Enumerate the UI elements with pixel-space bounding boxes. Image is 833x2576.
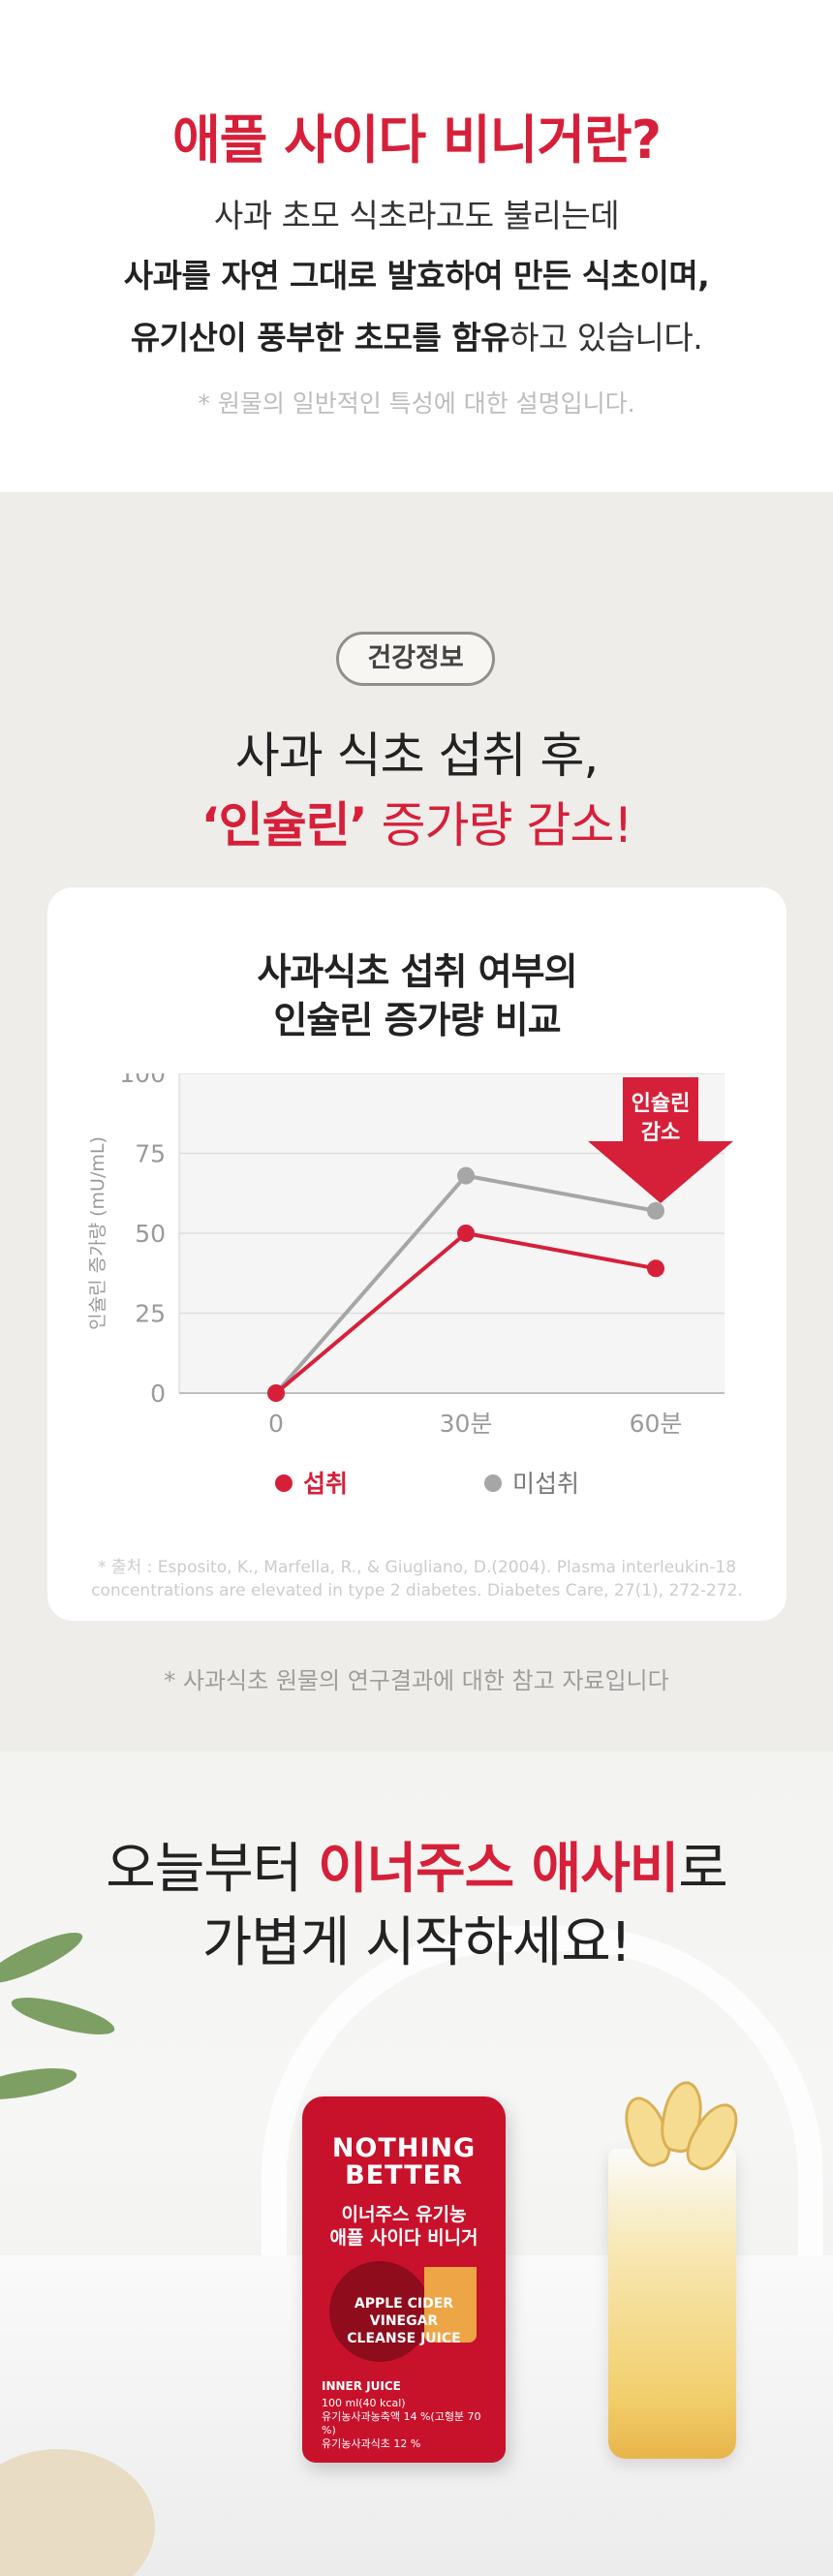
product-name: 이너주스 유기농 애플 사이다 비니거 <box>302 2203 506 2250</box>
source-citation: * 출처 : Esposito, K., Marfella, R., & Giu… <box>47 1556 787 1602</box>
legend-marker <box>275 1474 293 1492</box>
health-headline-1: 사과 식초 섭취 후, <box>234 728 600 784</box>
intro-line-3-a: 유기산이 풍부한 <box>130 319 355 357</box>
intro-line-3: 유기산이 풍부한 초모를 함유하고 있습니다. <box>0 312 833 358</box>
product-name-2: 애플 사이다 비니거 <box>329 2227 478 2249</box>
product-pouch: NOTHING BETTER 이너주스 유기농 애플 사이다 비니거 APPLE C… <box>302 2096 506 2463</box>
intro-note: * 원물의 일반적인 특성에 대한 설명입니다. <box>198 389 635 418</box>
y-tick-label: 100 <box>119 1073 166 1088</box>
data-point-미섭취 <box>457 1166 475 1185</box>
data-point-섭취 <box>647 1259 664 1278</box>
source-line-1: * 출처 : Esposito, K., Marfella, R., & Giu… <box>97 1558 737 1577</box>
product-info: 100 ml(40 kcal) 유기농사과농축액 14 %(고형분 70 %) … <box>322 2397 486 2451</box>
health-badge: 건강정보 <box>336 632 495 686</box>
y-axis-label: 인슐린 증가량 (mU/mL) <box>87 1136 108 1330</box>
promo-product-name: 이너주스 애사비 <box>318 1838 679 1901</box>
down-arrow-icon <box>588 1077 733 1203</box>
insulin-decrease-callout: 인슐린 감소 <box>588 1077 733 1203</box>
apple-illustration <box>329 2261 430 2362</box>
source-line-2: concentrations are elevated in type 2 di… <box>91 1581 743 1600</box>
callout-line-1: 인슐린 <box>632 1092 691 1116</box>
promo-line-2: 가볍게 시작하세요! <box>201 1911 632 1974</box>
chart-title-1: 사과식초 섭취 여부의 <box>257 950 577 993</box>
plant-leaf <box>0 2062 79 2106</box>
promo-line-1-b: 로 <box>678 1838 728 1901</box>
product-info-2: 유기농사과식초 12 % <box>322 2437 421 2450</box>
promo-line-1: 오늘부터 이너주스 애사비로 <box>0 1825 833 1904</box>
product-english-name: APPLE CIDER VINEGAR CLEANSE JUICE <box>322 2295 486 2347</box>
intro-title: 애플 사이다 비니거란? <box>171 109 662 171</box>
data-point-섭취 <box>457 1225 475 1242</box>
research-footnote: * 사과식초 원물의 연구결과에 대한 참고 자료입니다 <box>164 1667 669 1694</box>
headline-insulin: ‘인슐린’ <box>201 797 368 853</box>
plant-leaf <box>8 1990 118 2042</box>
data-point-미섭취 <box>647 1201 664 1220</box>
intro-line-1: 사과 초모 식초라고도 불리는데 <box>213 197 620 234</box>
x-tick-label: 60분 <box>630 1410 683 1438</box>
chart-title-2: 인슐린 증가량 비교 <box>273 999 561 1041</box>
product-name-1: 이너주스 유기농 <box>341 2204 467 2225</box>
product-info-1: 유기농사과농축액 14 %(고형분 70 %) <box>322 2410 481 2436</box>
juice-cup <box>608 2149 736 2459</box>
legend-label: 미섭취 <box>512 1470 579 1498</box>
headline-rest: 증가량 감소! <box>366 797 632 853</box>
data-point-섭취 <box>267 1384 285 1402</box>
y-tick-label: 50 <box>135 1220 166 1248</box>
y-tick-label: 0 <box>150 1380 166 1408</box>
x-tick-label: 30분 <box>440 1410 493 1438</box>
legend-label: 섭취 <box>303 1470 348 1498</box>
y-tick-label: 25 <box>135 1300 166 1328</box>
intro-line-3-c: 하고 있습니다. <box>509 319 703 357</box>
promo-section: 오늘부터 이너주스 애사비로 가볍게 시작하세요! NOTHING BETTER … <box>0 1752 833 2576</box>
en-line-2: CLEANSE JUICE <box>347 2331 461 2346</box>
chart-card: 사과식초 섭취 여부의 인슐린 증가량 비교 0 25 50 75 100 0 30분 60… <box>47 887 787 1621</box>
health-headline-2: ‘인슐린’ 증가량 감소! <box>0 787 833 856</box>
en-line-1: APPLE CIDER VINEGAR <box>354 2296 454 2329</box>
x-tick-label: 0 <box>268 1410 284 1438</box>
insulin-line-chart: 0 25 50 75 100 0 30분 60분 인슐린 증가량 (mU/mL) 인슐린 감… <box>87 1073 733 1498</box>
intro-line-2: 사과를 자연 그대로 발효하여 만든 식초이며, <box>123 257 710 295</box>
product-volume: 100 ml(40 kcal) <box>322 2397 406 2409</box>
promo-line-1-a: 오늘부터 <box>106 1838 319 1901</box>
health-section: 건강정보 사과 식초 섭취 후, ‘인슐린’ 증가량 감소! 사과식초 섭취 여… <box>0 492 833 1752</box>
brand-line-2: BETTER <box>345 2160 463 2190</box>
legend-marker <box>484 1474 502 1492</box>
intro-line-3-b: 초모를 함유 <box>354 319 510 357</box>
y-tick-label: 75 <box>135 1140 166 1168</box>
intro-section: 애플 사이다 비니거란? 사과 초모 식초라고도 불리는데 사과를 자연 그대로… <box>0 0 833 492</box>
callout-line-2: 감소 <box>641 1121 680 1145</box>
product-sub: INNER JUICE <box>322 2379 401 2393</box>
juice-glass-illustration <box>424 2267 477 2343</box>
product-brand: NOTHING BETTER <box>302 2135 506 2189</box>
brand-line-1: NOTHING <box>331 2133 477 2163</box>
